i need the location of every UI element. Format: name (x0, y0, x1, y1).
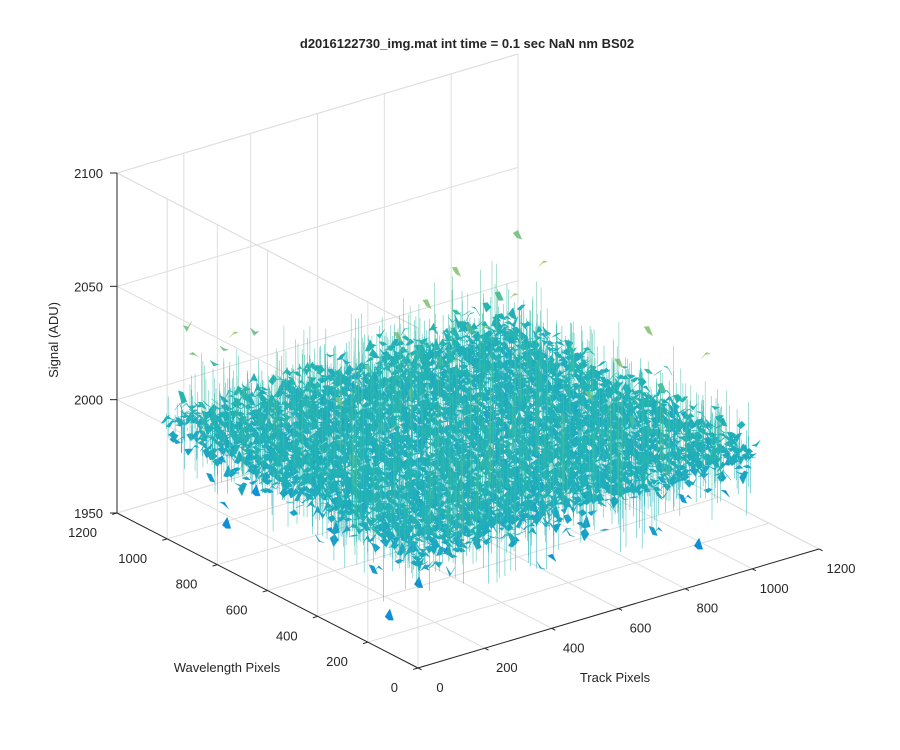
surface-facet (536, 561, 546, 570)
surface-facet (370, 426, 379, 432)
surface-facet (751, 440, 761, 447)
surface-facet (230, 471, 240, 476)
surface-facet (494, 291, 504, 301)
surface-facet (447, 554, 458, 559)
surface-facet (248, 479, 259, 486)
surface-facet (315, 428, 325, 438)
surface-facet (433, 561, 443, 568)
surface-facet (219, 501, 229, 510)
surface-facet (248, 372, 259, 384)
surface-facet (219, 345, 229, 352)
surface-facet (367, 338, 377, 348)
floor-grid-line-y (367, 522, 769, 643)
surface-facet (720, 490, 730, 498)
surface-facet (494, 329, 504, 336)
surface-facet (375, 328, 385, 339)
surface-facet (251, 484, 261, 497)
surface-facet (184, 448, 194, 456)
surface-facet (252, 382, 262, 397)
surface-facet (512, 230, 523, 240)
surface-facet (202, 400, 212, 408)
surface-facet (659, 398, 669, 404)
surface-facet (509, 292, 519, 300)
surface-facet (511, 327, 521, 330)
surface-facet (426, 464, 436, 472)
surface-facet (494, 324, 504, 335)
surface-facet (643, 326, 654, 337)
surface-facet (733, 464, 744, 469)
surface-facet (492, 349, 502, 355)
back-wall-grid-line-z (116, 280, 519, 401)
surface-facet (652, 486, 662, 492)
surface-facet (164, 416, 174, 421)
surface-facet (281, 415, 292, 423)
surface-facet (710, 405, 721, 411)
surface-facet (417, 448, 427, 459)
surface-facet (594, 374, 604, 380)
surface-facet (241, 476, 251, 481)
surface-facet (538, 260, 549, 267)
surface-facet (292, 371, 303, 377)
surface-facet (663, 365, 673, 376)
surface-facet (557, 337, 566, 342)
surface-facet (516, 531, 526, 535)
surface-facet (179, 403, 189, 416)
surface-facet (506, 531, 517, 542)
surface-facet (209, 360, 220, 367)
surface-facet (451, 309, 462, 315)
surface-facet (394, 558, 404, 565)
surface-facet (250, 327, 260, 336)
surface-facet (206, 472, 216, 483)
surface-facet (315, 534, 324, 543)
surface-facet (182, 321, 192, 333)
surface-facet (492, 343, 502, 348)
surface-facet (580, 528, 590, 542)
surface-facet (282, 470, 291, 479)
surface-facet (597, 361, 607, 367)
surface-facet (428, 361, 438, 367)
surface-facet (237, 482, 248, 497)
surface-facet (336, 351, 347, 361)
surface-facet (527, 526, 537, 536)
back-wall-grid-line-z (116, 166, 519, 287)
surface-facet (297, 498, 307, 504)
surface-facet (563, 514, 573, 524)
surface-facet (461, 310, 471, 317)
surface-facet (229, 331, 239, 338)
surface-facet (547, 553, 557, 562)
surface-facet (557, 383, 566, 389)
surface-facet (571, 382, 581, 394)
surface-facet (383, 404, 393, 414)
surface-facet (400, 327, 410, 337)
surface-facet (178, 390, 188, 404)
surface-facet (736, 420, 746, 430)
surface-facet (325, 354, 335, 358)
surface-facet (553, 345, 563, 351)
box-edge (116, 53, 519, 174)
surface-facet (211, 398, 220, 406)
surface-facet (451, 266, 462, 277)
surface-facet (653, 369, 663, 376)
surface-facet (318, 509, 328, 520)
surface-mesh (160, 230, 761, 621)
box-edge (116, 172, 419, 329)
surface-facet (195, 423, 205, 430)
surface-facet (498, 315, 508, 319)
surface-facet (384, 608, 394, 621)
surface-facet (171, 438, 182, 445)
surface-facet (222, 516, 232, 529)
surface-facet (465, 312, 475, 322)
surface-facet (422, 299, 432, 310)
surface-facet (188, 351, 198, 357)
surface-facet (467, 346, 477, 359)
surface-facet (471, 306, 481, 317)
surface-facet (480, 325, 490, 332)
surface-facet (630, 377, 640, 383)
surface-facet (594, 492, 605, 503)
surface-facet (326, 474, 335, 479)
surface-facet (701, 352, 711, 359)
surface-facet (181, 402, 191, 410)
